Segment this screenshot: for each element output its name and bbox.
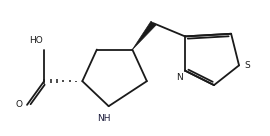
Text: N: N xyxy=(176,73,183,82)
Polygon shape xyxy=(132,21,156,50)
Text: NH: NH xyxy=(97,114,111,123)
Text: HO: HO xyxy=(29,36,43,45)
Text: S: S xyxy=(245,61,251,70)
Text: O: O xyxy=(15,100,22,109)
